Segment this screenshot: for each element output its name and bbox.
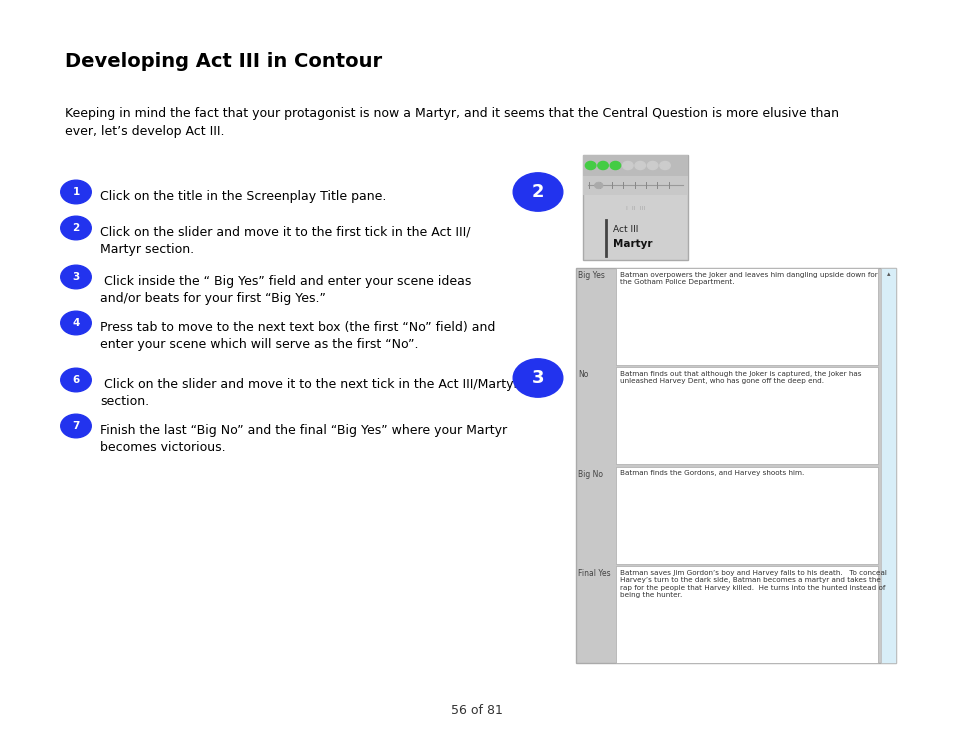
Circle shape bbox=[622, 162, 633, 170]
Text: 7: 7 bbox=[72, 421, 80, 431]
FancyBboxPatch shape bbox=[616, 566, 877, 663]
Text: Press tab to move to the next text box (the first “No” field) and
enter your sce: Press tab to move to the next text box (… bbox=[100, 321, 495, 351]
Circle shape bbox=[513, 173, 562, 211]
Text: 3: 3 bbox=[531, 369, 543, 387]
Text: Batman finds out that although the Joker is captured, the Joker has
unleashed Ha: Batman finds out that although the Joker… bbox=[619, 371, 861, 384]
Text: Click on the slider and move it to the first tick in the Act III/
Martyr section: Click on the slider and move it to the f… bbox=[100, 226, 470, 256]
Text: 3: 3 bbox=[72, 272, 79, 282]
Text: Click inside the “ Big Yes” field and enter your scene ideas
and/or beats for yo: Click inside the “ Big Yes” field and en… bbox=[100, 275, 471, 306]
FancyBboxPatch shape bbox=[616, 368, 877, 464]
Text: 56 of 81: 56 of 81 bbox=[451, 703, 502, 717]
Circle shape bbox=[61, 368, 91, 392]
Circle shape bbox=[647, 162, 658, 170]
FancyBboxPatch shape bbox=[616, 268, 877, 365]
Circle shape bbox=[61, 265, 91, 289]
Text: Click on the slider and move it to the next tick in the Act III/Martyr
section.: Click on the slider and move it to the n… bbox=[100, 378, 518, 408]
Text: No: No bbox=[578, 370, 588, 379]
Circle shape bbox=[598, 162, 608, 170]
Text: I  II  III: I II III bbox=[625, 206, 644, 211]
Circle shape bbox=[61, 216, 91, 240]
FancyBboxPatch shape bbox=[880, 268, 895, 663]
Text: ▴: ▴ bbox=[885, 271, 889, 277]
Circle shape bbox=[635, 162, 645, 170]
FancyBboxPatch shape bbox=[582, 155, 687, 176]
Text: 2: 2 bbox=[531, 183, 543, 201]
Text: Click on the title in the Screenplay Title pane.: Click on the title in the Screenplay Tit… bbox=[100, 190, 386, 203]
Text: Batman overpowers the Joker and leaves him dangling upside down for
the Gotham P: Batman overpowers the Joker and leaves h… bbox=[619, 272, 877, 285]
Text: Finish the last “Big No” and the final “Big Yes” where your Martyr
becomes victo: Finish the last “Big No” and the final “… bbox=[100, 424, 507, 455]
Circle shape bbox=[61, 311, 91, 335]
Text: 6: 6 bbox=[72, 375, 79, 385]
Text: Big No: Big No bbox=[578, 469, 602, 478]
Text: Martyr: Martyr bbox=[612, 239, 652, 249]
FancyBboxPatch shape bbox=[582, 155, 687, 260]
Circle shape bbox=[585, 162, 596, 170]
Text: Batman saves Jim Gordon’s boy and Harvey falls to his death.   To conceal
Harvey: Batman saves Jim Gordon’s boy and Harvey… bbox=[619, 570, 886, 598]
Text: 4: 4 bbox=[72, 318, 80, 328]
FancyBboxPatch shape bbox=[616, 466, 877, 564]
Text: 1: 1 bbox=[72, 187, 79, 197]
Text: Keeping in mind the fact that your protagonist is now a Martyr, and it seems tha: Keeping in mind the fact that your prota… bbox=[65, 107, 838, 138]
Text: Developing Act III in Contour: Developing Act III in Contour bbox=[65, 52, 382, 71]
Circle shape bbox=[594, 182, 602, 189]
Text: Final Yes: Final Yes bbox=[578, 569, 610, 578]
Circle shape bbox=[659, 162, 670, 170]
Circle shape bbox=[610, 162, 620, 170]
Circle shape bbox=[61, 414, 91, 438]
Circle shape bbox=[513, 359, 562, 397]
Text: Batman finds the Gordons, and Harvey shoots him.: Batman finds the Gordons, and Harvey sho… bbox=[619, 470, 803, 476]
FancyBboxPatch shape bbox=[576, 268, 895, 663]
Text: Big Yes: Big Yes bbox=[578, 271, 604, 280]
Text: Act III: Act III bbox=[612, 225, 638, 234]
FancyBboxPatch shape bbox=[582, 176, 687, 195]
Text: 2: 2 bbox=[72, 223, 79, 233]
Circle shape bbox=[61, 180, 91, 204]
